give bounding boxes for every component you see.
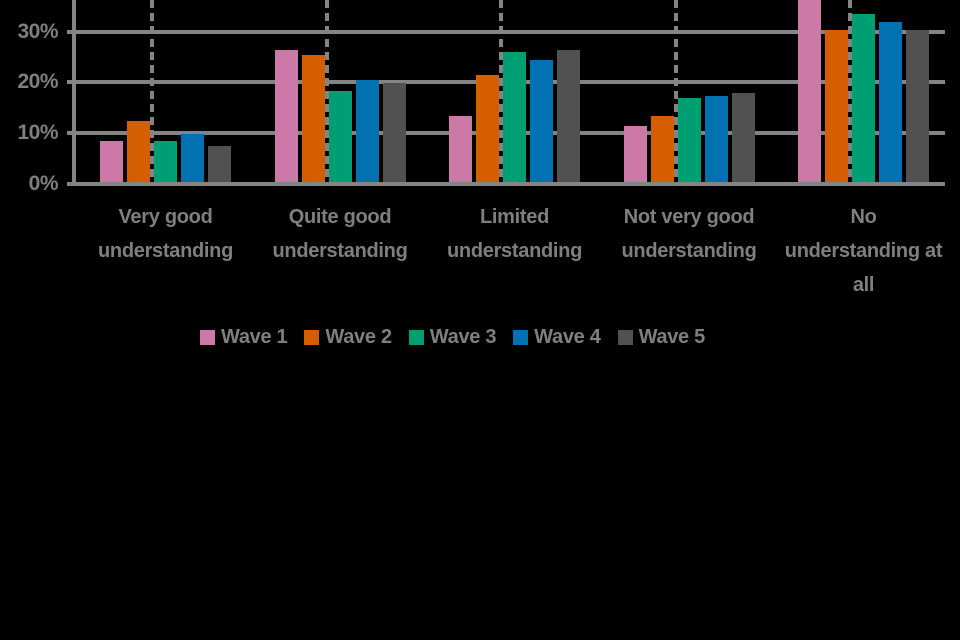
bar-wave3-cat3: [503, 52, 526, 182]
category-separator-dashed-line: [673, 0, 678, 186]
category-label: Not very good understanding: [621, 206, 757, 262]
gridline: [72, 182, 945, 186]
bar-wave1-cat1: [100, 141, 123, 182]
legend-swatch: [304, 330, 320, 345]
bar-wave1-cat3: [449, 115, 472, 182]
bar-wave1-cat2: [274, 49, 298, 182]
bar-wave4-cat5: [879, 21, 902, 182]
legend-swatch: [617, 330, 633, 345]
category-separator-dashed-line: [150, 0, 154, 186]
gridline: [72, 29, 945, 34]
y-axis-tick: [67, 29, 72, 34]
y-axis-tick-label: 0%: [28, 172, 59, 195]
legend-label: Wave 4: [534, 326, 601, 348]
y-axis-tick-label: 30%: [17, 19, 58, 43]
y-axis-tick: [67, 182, 72, 186]
bar-wave3-cat4: [677, 98, 701, 182]
bar-wave2-cat5: [825, 29, 848, 182]
legend-label: Wave 1: [221, 326, 288, 348]
legend-item: Wave 4: [513, 326, 601, 349]
bar-wave5-cat5: [906, 29, 929, 182]
bar-wave2-cat4: [650, 115, 674, 182]
legend-item: Wave 5: [617, 326, 706, 349]
y-axis-tick: [67, 131, 72, 136]
legend-swatch: [408, 330, 424, 345]
bar-wave3-cat2: [328, 90, 352, 182]
legend-item: Wave 3: [408, 326, 497, 349]
bar-wave4-cat2: [355, 80, 379, 182]
bar-wave5-cat1: [208, 146, 231, 182]
bar-wave5-cat2: [382, 82, 406, 182]
bar-wave5-cat4: [731, 93, 755, 182]
category-label: Very good understanding: [98, 206, 233, 262]
category-label: Limited understanding: [447, 206, 582, 262]
bar-wave4-cat3: [530, 60, 553, 182]
category-separator-dashed-line: [499, 0, 503, 186]
bar-wave4-cat1: [181, 133, 204, 182]
category-separator-dashed-line: [324, 0, 329, 186]
bar-wave2-cat2: [301, 55, 325, 182]
chart-legend: Wave 1 Wave 2 Wave 3 Wave 4 Wave 5: [200, 326, 705, 349]
legend-item: Wave 1: [200, 326, 288, 349]
bar-wave3-cat5: [852, 14, 875, 182]
bar-wave1-cat5: [798, 0, 821, 182]
bar-wave1-cat4: [623, 126, 647, 182]
y-axis-line: [72, 0, 76, 186]
category-separator-dashed-line: [848, 0, 852, 186]
legend-label: Wave 3: [429, 326, 497, 348]
legend-item: Wave 2: [304, 326, 392, 349]
bar-wave2-cat3: [476, 75, 499, 182]
y-axis-tick-label: 10%: [17, 121, 58, 145]
y-axis-tick: [67, 80, 72, 85]
bar-wave4-cat4: [704, 95, 728, 182]
legend-label: Wave 2: [325, 326, 392, 348]
legend-swatch: [200, 330, 215, 345]
bar-wave2-cat1: [127, 121, 150, 182]
category-label: Quite good understanding: [272, 206, 408, 262]
legend-swatch: [513, 330, 529, 345]
y-axis-tick-label: 20%: [17, 70, 58, 94]
bar-wave3-cat1: [154, 141, 177, 182]
category-label: No understanding at all: [784, 206, 943, 296]
legend-label: Wave 5: [638, 326, 706, 348]
bar-wave5-cat3: [557, 49, 580, 182]
